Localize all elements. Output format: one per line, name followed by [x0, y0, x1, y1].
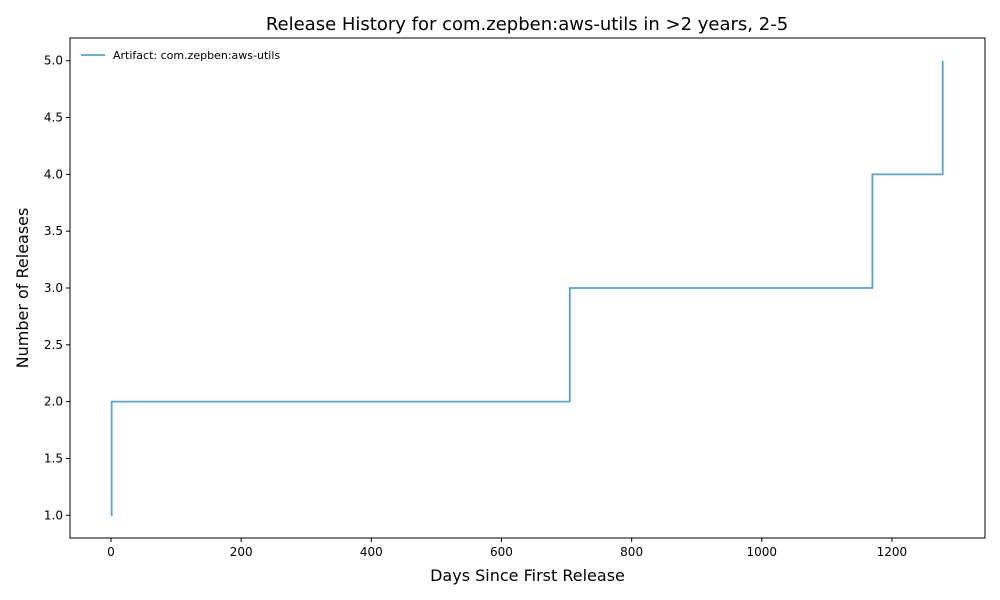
y-tick-label: 1.5	[44, 451, 63, 465]
legend-label: Artifact: com.zepben:aws-utils	[113, 49, 280, 62]
x-axis-ticks: 0 200 400 600 800 1000 1200	[107, 538, 907, 559]
x-tick-label: 0	[107, 545, 115, 559]
x-tick-label: 800	[620, 545, 643, 559]
x-tick-label: 1200	[877, 545, 908, 559]
y-axis-title: Number of Releases	[13, 208, 32, 369]
y-tick-label: 3.5	[44, 224, 63, 238]
y-tick-label: 1.0	[44, 508, 63, 522]
y-tick-label: 2.0	[44, 395, 63, 409]
legend: Artifact: com.zepben:aws-utils	[81, 49, 280, 62]
y-tick-label: 2.5	[44, 338, 63, 352]
y-tick-label: 4.0	[44, 167, 63, 181]
x-tick-label: 400	[360, 545, 383, 559]
x-axis-title: Days Since First Release	[430, 566, 625, 585]
x-tick-label: 200	[230, 545, 253, 559]
y-tick-label: 5.0	[44, 54, 63, 68]
y-tick-label: 3.0	[44, 281, 63, 295]
x-tick-label: 600	[490, 545, 513, 559]
y-tick-label: 4.5	[44, 111, 63, 125]
y-axis-ticks: 1.0 1.5 2.0 2.5 3.0 3.5 4.0 4.5 5.0	[44, 54, 70, 522]
series-group	[110, 60, 944, 517]
x-tick-label: 1000	[747, 545, 778, 559]
chart-title: Release History for com.zepben:aws-utils…	[266, 14, 788, 35]
series-line	[110, 60, 944, 517]
